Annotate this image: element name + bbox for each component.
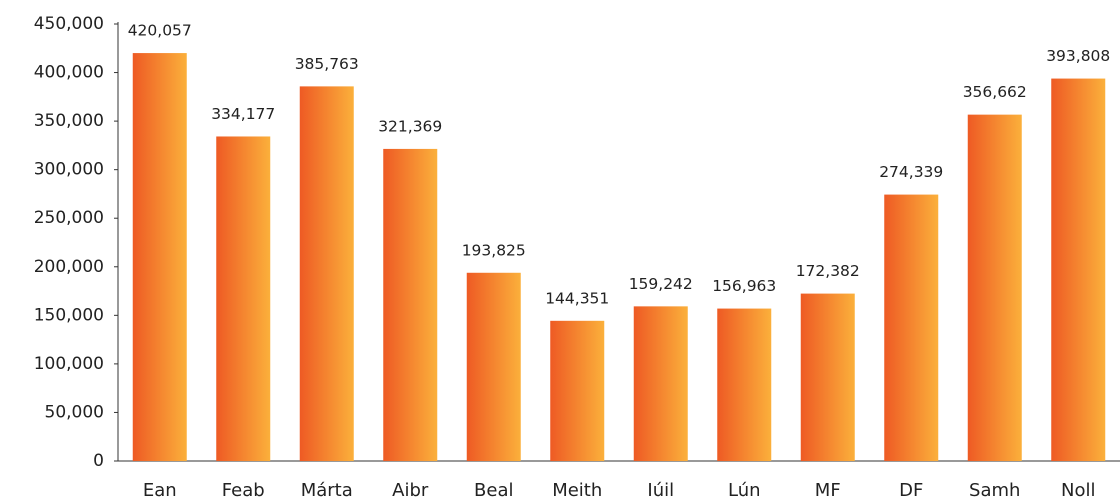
value-label: 321,369 xyxy=(378,117,442,135)
value-label: 159,242 xyxy=(629,275,693,293)
value-label: 356,662 xyxy=(963,83,1027,101)
bar xyxy=(383,148,438,462)
bar xyxy=(299,86,354,462)
x-tick-label: Iúil xyxy=(647,480,674,501)
y-tick-label: 150,000 xyxy=(34,305,104,325)
value-label: 172,382 xyxy=(796,262,860,280)
value-label: 334,177 xyxy=(211,105,275,123)
value-label: 156,963 xyxy=(712,277,776,295)
value-label: 393,808 xyxy=(1046,47,1110,65)
bar xyxy=(884,194,939,461)
value-label: 385,763 xyxy=(295,55,359,73)
x-tick-label: Beal xyxy=(474,480,513,501)
bar xyxy=(466,272,521,461)
value-label: 144,351 xyxy=(545,289,609,307)
value-label: 420,057 xyxy=(128,22,192,40)
x-tick-label: Meith xyxy=(552,480,602,501)
x-tick-label: Noll xyxy=(1061,480,1095,501)
x-tick-label: Aibr xyxy=(392,480,429,501)
value-label: 193,825 xyxy=(462,241,526,259)
bar xyxy=(1051,78,1106,462)
x-tick-label: MF xyxy=(815,480,841,501)
x-tick-label: Lún xyxy=(728,480,761,501)
y-tick-label: 350,000 xyxy=(34,111,104,131)
bar xyxy=(550,320,605,461)
y-tick-label: 50,000 xyxy=(45,402,104,422)
value-label: 274,339 xyxy=(879,163,943,181)
y-tick-label: 300,000 xyxy=(34,160,104,180)
bar xyxy=(800,293,855,461)
y-tick-label: 400,000 xyxy=(34,63,104,83)
bar xyxy=(216,136,271,462)
y-tick-label: 0 xyxy=(93,451,104,471)
x-tick-label: Márta xyxy=(301,480,353,501)
y-tick-label: 450,000 xyxy=(34,14,104,34)
y-tick-label: 200,000 xyxy=(34,257,104,277)
x-tick-label: Feab xyxy=(222,480,265,501)
x-tick-label: Ean xyxy=(143,480,177,501)
x-tick-label: Samh xyxy=(969,480,1020,501)
bar xyxy=(132,53,187,462)
bar xyxy=(717,308,772,461)
bar xyxy=(633,306,688,461)
bar xyxy=(967,114,1022,461)
y-tick-label: 100,000 xyxy=(34,354,104,374)
y-tick-label: 250,000 xyxy=(34,208,104,228)
x-tick-label: DF xyxy=(899,480,923,501)
